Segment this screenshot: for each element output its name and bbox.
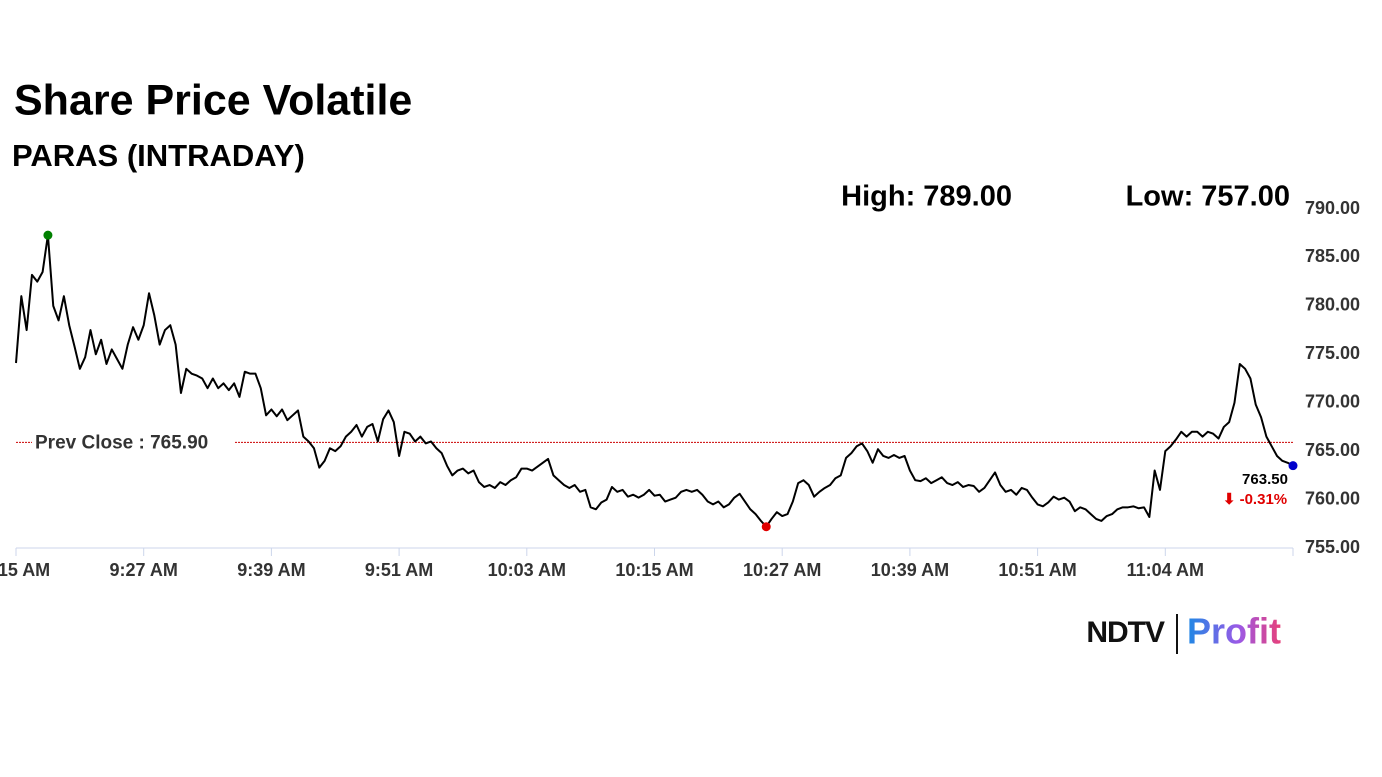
x-tick-label: 9:27 AM	[110, 560, 178, 580]
y-tick-label: 770.00	[1305, 391, 1360, 411]
logo-profit: Profit	[1187, 611, 1281, 652]
x-tick-label: 9:39 AM	[237, 560, 305, 580]
x-tick-label: 10:03 AM	[488, 560, 566, 580]
chart-title: Share Price Volatile	[14, 76, 412, 124]
y-tick-label: 755.00	[1305, 537, 1360, 557]
y-tick-label: 765.00	[1305, 440, 1360, 460]
y-tick-label: 775.00	[1305, 343, 1360, 363]
x-tick-label: 11:04 AM	[1127, 560, 1204, 580]
low-label: Low: 757.00	[1126, 181, 1290, 213]
change-label: ⬇ -0.31%	[1223, 491, 1287, 508]
x-tick-label: 9:51 AM	[365, 560, 433, 580]
y-tick-label: 785.00	[1305, 246, 1360, 266]
low-marker	[761, 522, 771, 532]
x-tick-label: 10:27 AM	[743, 560, 821, 580]
chart-subtitle: PARAS (INTRADAY)	[12, 138, 305, 173]
x-tick-label: 10:51 AM	[998, 560, 1076, 580]
logo-ndtv: NDTV	[1086, 616, 1165, 649]
prev-close-label: Prev Close : 765.90	[35, 432, 208, 453]
y-tick-label: 780.00	[1305, 295, 1360, 315]
high-label: High: 789.00	[841, 181, 1012, 213]
prev-close-bg	[32, 430, 234, 455]
y-tick-label: 760.00	[1305, 488, 1360, 508]
price-line	[15, 234, 1294, 528]
last-marker	[1288, 461, 1298, 471]
x-tick-label: 9:15 AM	[0, 560, 50, 580]
last-price-label: 763.50	[1242, 471, 1288, 488]
x-tick-label: 10:15 AM	[615, 560, 693, 580]
y-tick-label: 790.00	[1305, 198, 1360, 218]
x-tick-label: 10:39 AM	[871, 560, 949, 580]
high-marker	[43, 230, 53, 240]
